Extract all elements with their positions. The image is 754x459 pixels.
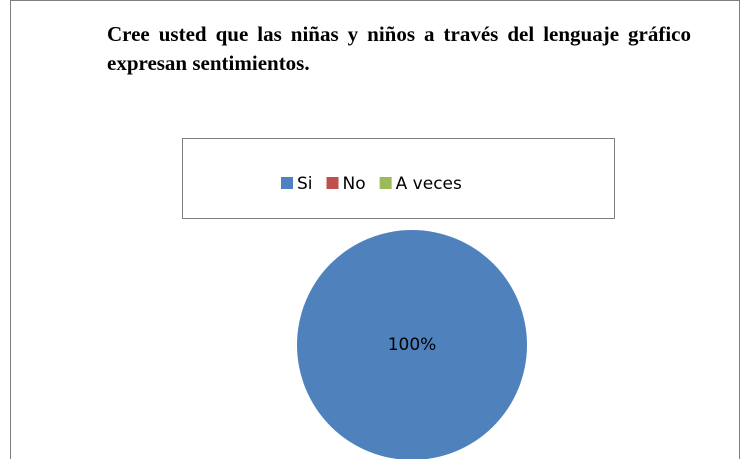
legend-swatch [281,177,293,189]
legend-label: Si [297,174,313,194]
legend-swatch [379,177,392,189]
data-label: 100% [388,335,437,355]
legend-label: No [343,174,366,194]
legend-swatch [326,177,339,189]
pie-slice [297,230,527,459]
legend-label: A veces [396,174,462,194]
legend-box [182,138,615,219]
chart-title: Cree usted que las niñas y niños a travé… [107,22,691,75]
